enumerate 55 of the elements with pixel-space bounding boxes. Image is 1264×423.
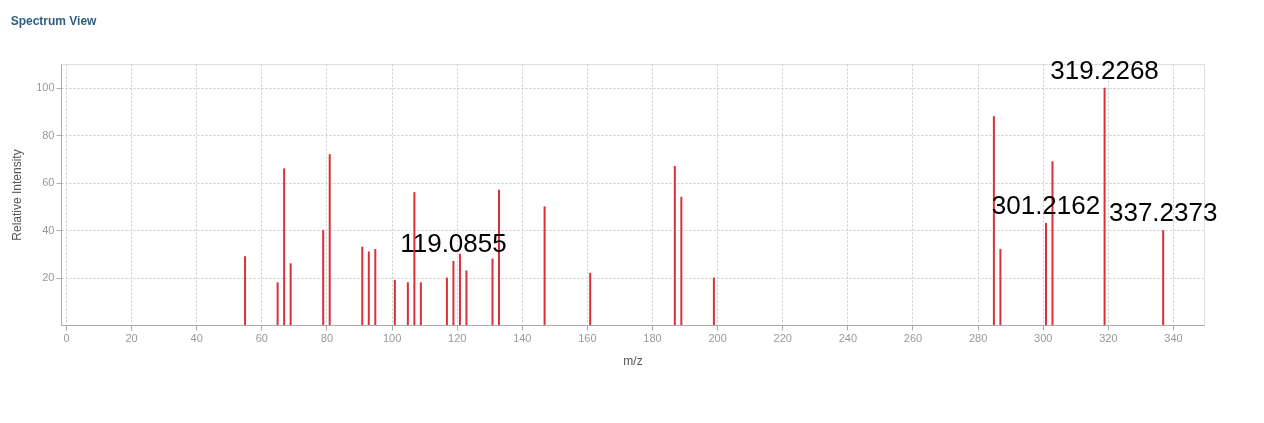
bar <box>992 116 995 325</box>
x-tick-label: 240 <box>838 331 858 344</box>
annotation: 319.2268 <box>1050 54 1159 85</box>
bar <box>543 206 546 325</box>
bar <box>361 246 364 325</box>
x-tick-label: 340 <box>1164 331 1183 344</box>
x-tick-label: 160 <box>578 331 597 344</box>
y-tick-label: 60 <box>42 176 55 189</box>
bar <box>1162 230 1165 325</box>
bar <box>452 260 455 325</box>
bar <box>589 272 592 325</box>
bar <box>712 277 715 325</box>
bar <box>244 256 247 325</box>
bar <box>289 263 292 325</box>
x-tick-label: 180 <box>643 331 662 344</box>
bar <box>374 249 377 325</box>
y-tick-label: 40 <box>42 223 55 236</box>
bar <box>283 168 286 325</box>
bar <box>1103 87 1106 325</box>
bar <box>999 249 1002 325</box>
x-tick-label: 320 <box>1099 331 1118 344</box>
chart-title: Spectrum View <box>10 13 98 28</box>
y-axis-title: Relative Intensity <box>10 149 25 241</box>
bar <box>419 282 422 325</box>
bar <box>276 282 279 325</box>
x-tick-label: 0 <box>63 331 70 344</box>
x-axis-title: m/z <box>623 353 643 368</box>
x-tick-label: 20 <box>125 331 138 344</box>
x-tick-label: 220 <box>773 331 792 344</box>
bar <box>458 253 461 325</box>
bar <box>367 251 370 325</box>
x-tick-label: 260 <box>903 331 923 344</box>
x-tick-label: 40 <box>190 331 203 344</box>
y-tick-label: 100 <box>36 81 55 94</box>
bar <box>680 196 683 325</box>
x-tick-label: 120 <box>448 331 467 344</box>
bar <box>445 277 448 325</box>
x-tick-label: 200 <box>708 331 727 344</box>
bar <box>393 279 396 325</box>
x-tick-label: 100 <box>382 331 402 344</box>
bar <box>322 230 325 325</box>
x-tick-label: 140 <box>513 331 532 344</box>
bar <box>328 154 331 325</box>
bar <box>465 270 468 325</box>
bar <box>406 282 409 325</box>
x-tick-label: 300 <box>1034 331 1053 344</box>
bar <box>673 166 676 325</box>
x-tick-label: 80 <box>320 331 334 344</box>
bar <box>1044 222 1047 325</box>
annotation: 337.2373 <box>1108 197 1218 228</box>
bar <box>491 258 494 325</box>
y-tick-label: 20 <box>42 271 55 284</box>
x-tick-label: 280 <box>968 331 988 344</box>
y-tick-label: 80 <box>42 128 55 141</box>
x-tick-label: 60 <box>255 331 268 344</box>
